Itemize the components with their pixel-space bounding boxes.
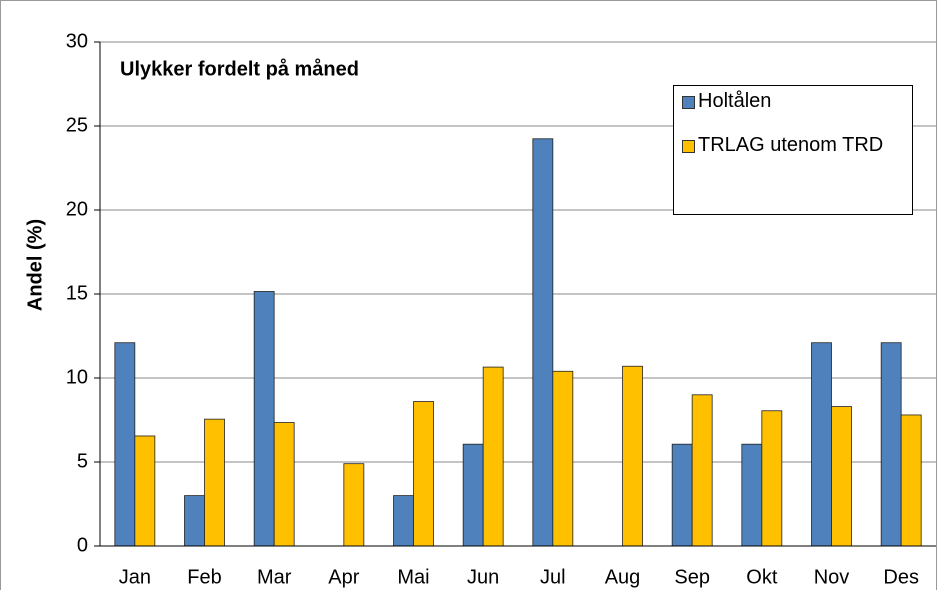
legend-item: TRLAG utenom TRD xyxy=(682,134,904,156)
y-tick-label: 25 xyxy=(66,114,88,136)
bar xyxy=(691,394,713,547)
bar xyxy=(482,366,504,547)
legend-swatch xyxy=(682,140,695,153)
chart-title: Ulykker fordelt på måned xyxy=(120,57,359,80)
bar xyxy=(831,406,852,547)
x-tick-label: Mar xyxy=(257,566,292,588)
bar xyxy=(900,414,922,547)
y-tick-label: 30 xyxy=(66,30,88,52)
x-tick-label: Aug xyxy=(605,566,641,588)
x-tick-label: Des xyxy=(883,566,919,588)
y-tick-label: 15 xyxy=(66,282,88,304)
bar xyxy=(134,435,156,547)
legend: Holtålen TRLAG utenom TRD xyxy=(673,85,913,215)
bar xyxy=(622,365,643,547)
x-tick-label: Jun xyxy=(467,566,499,588)
bar xyxy=(811,342,832,547)
legend-item: Holtålen xyxy=(682,90,904,112)
bar xyxy=(552,370,574,547)
x-tick-label: Okt xyxy=(746,566,778,588)
y-tick-label: 20 xyxy=(66,198,88,220)
x-tick-label: Nov xyxy=(814,566,850,588)
legend-label: TRLAG utenom TRD xyxy=(698,134,884,156)
x-tick-label: Jul xyxy=(540,566,566,588)
bar xyxy=(880,342,902,547)
y-axis-label: Andel (%) xyxy=(24,219,46,311)
y-tick-label: 0 xyxy=(77,534,88,556)
x-tick-label: Apr xyxy=(328,566,359,588)
bar xyxy=(273,422,295,547)
bar xyxy=(761,410,783,547)
x-tick-label: Mai xyxy=(397,566,429,588)
y-tick-label: 5 xyxy=(77,450,88,472)
bar xyxy=(114,342,136,547)
bar xyxy=(253,291,275,547)
x-tick-label: Jan xyxy=(119,566,151,588)
bar xyxy=(462,443,484,547)
legend-label: Holtålen xyxy=(698,90,772,112)
bar xyxy=(532,138,554,547)
y-tick-label: 10 xyxy=(66,366,88,388)
bar xyxy=(393,495,414,547)
bar xyxy=(184,495,205,547)
x-tick-label: Feb xyxy=(187,566,221,588)
bar xyxy=(204,418,225,547)
bar xyxy=(343,463,365,547)
bar xyxy=(741,443,763,547)
x-tick-label: Sep xyxy=(674,566,710,588)
legend-swatch xyxy=(682,96,695,109)
bar xyxy=(671,443,693,547)
bar xyxy=(413,401,434,547)
